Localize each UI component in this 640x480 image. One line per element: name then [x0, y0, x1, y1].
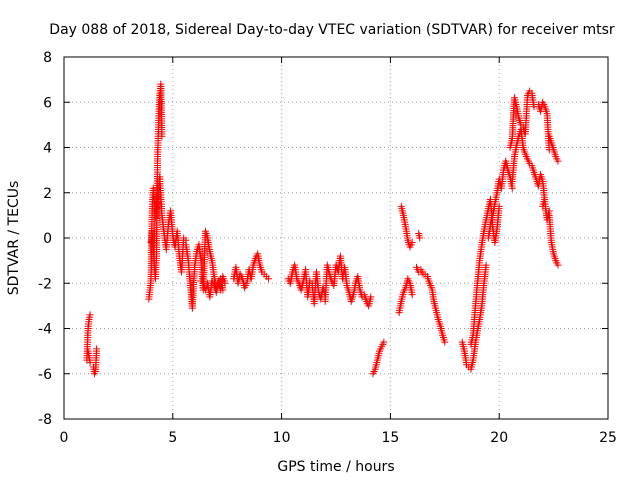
data-point [86, 311, 94, 319]
data-point [86, 358, 94, 366]
y-tick-label: -2 [38, 276, 52, 292]
y-tick-label: 2 [43, 186, 52, 202]
data-point [219, 286, 227, 294]
y-tick-label: -4 [38, 322, 52, 338]
x-tick-label: 20 [490, 430, 508, 446]
x-tick-label: 25 [599, 430, 617, 446]
x-tick-label: 10 [273, 430, 291, 446]
x-axis-label: GPS time / hours [277, 459, 394, 475]
y-tick-label: 0 [43, 231, 52, 247]
y-tick-label: 6 [43, 95, 52, 111]
data-point [540, 198, 548, 206]
data-point [408, 291, 416, 299]
data-point [508, 184, 516, 192]
data-point [265, 275, 273, 283]
data-point [482, 261, 490, 269]
chart-title: Day 088 of 2018, Sidereal Day-to-day VTE… [49, 22, 615, 38]
data-point [554, 157, 562, 165]
data-point [554, 261, 562, 269]
data-point [367, 293, 375, 301]
y-tick-label: -6 [38, 367, 52, 383]
data-point [380, 338, 388, 346]
data-points [83, 80, 562, 378]
data-point [93, 345, 101, 353]
x-tick-label: 0 [60, 430, 69, 446]
data-point [416, 234, 424, 242]
data-point [158, 132, 166, 140]
x-tick-label: 5 [168, 430, 177, 446]
data-point [408, 239, 416, 247]
data-point [441, 338, 449, 346]
y-tick-label: -8 [38, 412, 52, 428]
y-axis-label: SDTVAR / TECUs [6, 181, 22, 296]
axis-ticks: 0 5 10 15 20 25 -8 -6 -4 -2 0 2 4 6 8 [38, 50, 617, 446]
y-tick-label: 4 [43, 141, 52, 157]
x-tick-label: 15 [381, 430, 399, 446]
y-tick-label: 8 [43, 50, 52, 66]
